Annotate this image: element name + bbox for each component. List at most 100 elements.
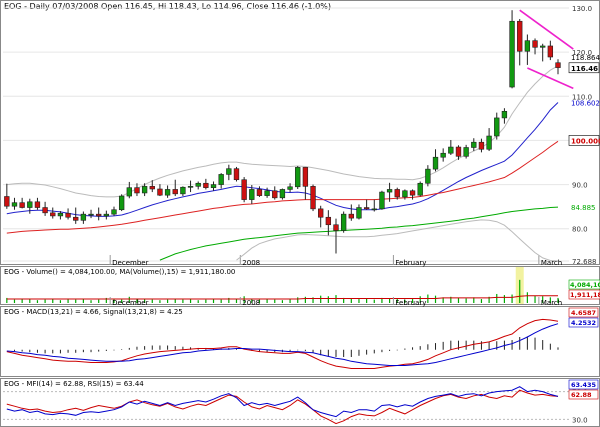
candle-body [540,45,546,48]
candle-body [19,202,25,208]
price-grid [3,7,569,265]
volume-x-axis-label: December [112,299,148,307]
volume-x-axis-label: February [395,299,426,307]
candle-body [42,207,48,214]
x-axis-label: 2008 [242,259,260,267]
overlay-pattern-upper [519,9,574,50]
last-value-label: 100.000 [571,137,600,145]
candle-body [394,189,400,198]
candle-body [172,189,178,195]
mfi-rsi-panel: EOG - MFI(14) = 62.88, RSI(15) = 63.44 7… [3,379,599,425]
candle-body [409,190,416,196]
last-value-label: 84.885 [571,204,596,212]
panel-border [0,306,600,377]
price-header: EOG - Daily 07/03/2008 Open 116.45, Hi 1… [4,2,331,11]
price-overlays [6,9,574,262]
mfi-rsi-header-text: EOG - MFI(14) = 62.88, RSI(15) = 63.44 [4,380,144,388]
candle-body [494,117,500,137]
price-y-tick-label: 72.688 [572,258,597,266]
candle-body [379,191,385,210]
volume-panel: EOG - Volume() = 4,084,100.00, MA(Volume… [4,267,600,307]
volume-x-axis-label: March [541,299,562,307]
last-value-label: 118.864 [571,54,600,62]
macd-panel: EOG - MACD(13,21) = 4.66, Signal(13,21,8… [4,307,599,369]
volume-x-labels: December 2008 February March [109,297,562,307]
candle-body [111,209,117,215]
candle-body [27,201,33,208]
candle-body [371,208,377,211]
mfi-rsi-header: EOG - MFI(14) = 62.88, RSI(15) = 63.44 [4,380,144,388]
candle-body [210,184,217,188]
candle-body [279,189,286,199]
candle-body [241,179,247,200]
mfi-rsi-last-value-label: 63.435 [571,381,597,389]
candle-body [256,189,263,196]
price-y-tick-label: 80.0 [572,226,588,234]
candle-body [348,213,354,219]
candle-body [249,189,255,200]
candle-body [517,20,523,52]
candle-body [287,186,293,190]
macd-last-values: 4.6587 4.2532 [568,307,599,328]
macd-lines [6,318,559,369]
candle-body [4,196,10,207]
candle-body [164,189,171,196]
mfi-rsi-lines [6,386,559,425]
candle-body [486,135,492,150]
candle-body [103,213,110,217]
candle-body [478,141,485,150]
volume-last-value-label: 4,084,100 [570,281,600,289]
candle-body [149,186,155,190]
volume-last-value-label: 1,911,180 [570,291,600,299]
candle-body [96,213,102,217]
mfi-rsi-last-value-box [568,379,599,390]
price-candles [4,10,561,254]
volume-bars [6,279,559,303]
candle-body [555,62,561,68]
macd-last-value-box [568,317,599,328]
candle-body [195,182,201,187]
volume-x-axis-label: 2008 [242,299,260,307]
candle-body [333,224,339,231]
candle-body [65,212,71,218]
overlay-ma-long [6,140,559,234]
overlay-ma-green [159,206,559,261]
overlay-upper-envelope [6,65,559,198]
candle-body [310,186,316,210]
candle-body [386,189,393,193]
candle-body [463,147,469,157]
price-panel: EOG - Daily 07/03/2008 Open 116.45, Hi 1… [3,2,600,267]
candle-body [402,190,408,198]
mfi-rsi-last-values: 63.435 62.88 [568,379,599,400]
macd-histogram [13,336,559,358]
candle-body [425,168,431,184]
overlay-lower-envelope [236,219,559,262]
x-axis-label: December [112,259,148,267]
macd-header: EOG - MACD(13,21) = 4.66, Signal(13,21,8… [4,308,183,316]
candle-body [11,202,18,207]
candle-body [80,213,87,221]
candle-body [88,213,94,216]
price-y-tick-label: 120.0 [572,49,592,57]
candle-body [203,182,209,188]
candle-body [180,186,186,195]
price-last-values: 118.864 116.46 108.602 100.000 84.885 [568,54,600,212]
mfi-rsi-y-tick-label: 30.0 [572,416,588,424]
price-y-tick-label: 110.0 [572,93,592,101]
candle-body [318,208,324,218]
macd-last-value-label: 4.2532 [571,319,596,327]
macd-last-value-box [568,307,599,318]
candle-body [501,110,508,119]
candle-body [448,146,454,154]
candle-body [134,187,140,194]
candle-body [126,187,132,197]
candle-body [471,141,477,148]
volume-ma-line [6,295,558,300]
candle-body [34,201,41,208]
last-value-box [568,62,600,74]
price-x-labels: December 2008 February March [112,259,562,267]
candle-body [272,190,278,199]
candle-body [57,212,64,217]
candle-body [325,216,332,226]
volume-header: EOG - Volume() = 4,084,100.00, MA(Volume… [4,268,235,276]
